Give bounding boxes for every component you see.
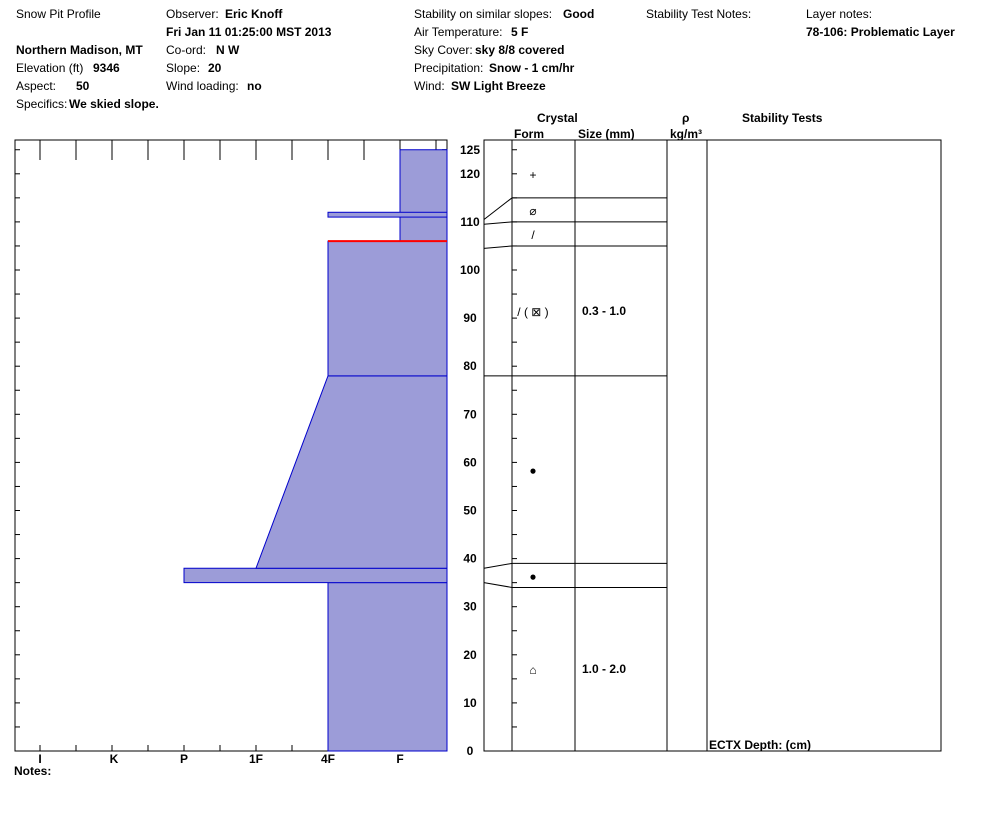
hardness-tick-label: 4F [321,752,335,766]
depth-tick-label: 70 [463,407,477,421]
hardness-profile-plot: I K P 1F 4F F [14,139,448,766]
elevation-label: Elevation (ft) [16,61,84,75]
hardness-layer [327,582,448,752]
depth-tick-label: 125 [460,143,480,157]
crystal-form-symbol: ● [529,464,536,478]
hardness-layer [255,375,448,569]
page-title: Snow Pit Profile [16,7,101,21]
stability-notes-label: Stability Test Notes: [646,7,752,21]
layer-boundary [483,221,667,225]
observer-label: Observer: [166,7,219,21]
precip-label: Precipitation: [414,61,484,75]
layer-boundary [483,562,667,569]
specifics-label: Specifics: [16,97,68,111]
crystal-form-symbol: + [529,168,536,182]
thin-layer [327,211,448,218]
crystal-form-symbol: / [531,228,535,242]
coord-value: N W [216,43,240,57]
hardness-tick-label: I [38,752,41,766]
layer-boundary [483,245,667,249]
hardness-tick-label: F [396,752,403,766]
stability-tests-header: Stability Tests [742,111,823,125]
elevation-value: 9346 [93,61,120,75]
slope-value: 20 [208,61,222,75]
layer-boundary [483,582,667,588]
crystal-form-symbol: ● [529,569,536,583]
location: Northern Madison, MT [16,43,143,57]
datetime: Fri Jan 11 01:25:00 MST 2013 [166,25,332,39]
depth-tick-label: 110 [460,215,480,229]
sky-value: sky 8/8 covered [475,43,565,57]
depth-tick-label: 30 [463,600,477,614]
depth-axis: 0 10 20 30 40 50 60 70 80 90 100 110 120 125 [460,143,480,758]
depth-tick-label: 60 [463,455,477,469]
hardness-tick-label: P [180,752,188,766]
crystal-size-label: 1.0 - 2.0 [582,662,626,676]
sky-label: Sky Cover: [414,43,473,57]
layer-notes-label: Layer notes: [806,7,873,21]
crystal-header: Crystal [537,111,578,125]
depth-tick-label: 90 [463,311,477,325]
hardness-layer [399,149,448,242]
layer-table-frame [483,139,942,752]
hardness-tick-label: K [110,752,119,766]
layer-table: + ⌀ / / ( ⊠ ) 0.3 - 1.0 ● ● ⌂ 1.0 - 2.0 [483,139,942,752]
slope-label: Slope: [166,61,201,75]
stability-label: Stability on similar slopes: [414,7,553,21]
depth-tick-label: 100 [460,263,480,277]
aspect-label: Aspect: [16,79,57,93]
rho-header: ρ [682,111,690,125]
stability-value: Good [563,7,595,21]
coord-label: Co-ord: [166,43,207,57]
specifics-value: We skied slope. [69,97,159,111]
depth-tick-label: 0 [467,744,474,758]
depth-tick-label: 20 [463,648,477,662]
air-temp-label: Air Temperature: [414,25,503,39]
form-header: Form [514,127,544,141]
hardness-layer [183,567,448,584]
layer-boundary [483,197,667,220]
depth-tick-label: 80 [463,359,477,373]
notes-label: Notes: [14,764,52,778]
rho-unit-header: kg/m³ [670,127,703,141]
crystal-size-label: 0.3 - 1.0 [582,304,626,318]
size-header: Size (mm) [578,127,635,141]
precip-value: Snow - 1 cm/hr [489,61,575,75]
depth-tick-label: 120 [460,167,480,181]
wind-loading-label: Wind loading: [166,79,239,93]
air-temp-value: 5 F [511,25,529,39]
wind-label: Wind: [414,79,445,93]
ectx-depth-label: ECTX Depth: (cm) [709,738,811,752]
aspect-value: 50 [76,79,90,93]
crystal-form-symbol: / ( ⊠ ) [517,305,548,319]
observer-value: Eric Knoff [225,7,283,21]
crystal-form-symbol: ⌂ [529,663,536,677]
hardness-tick-label: 1F [249,752,263,766]
layer-notes-value: 78-106: Problematic Layer [806,25,955,39]
hardness-layer [327,240,448,377]
wind-value: SW Light Breeze [451,79,546,93]
depth-tick-label: 10 [463,696,477,710]
crystal-form-symbol: ⌀ [529,204,536,218]
wind-loading-value: no [247,79,262,93]
depth-tick-label: 40 [463,552,477,566]
depth-tick-label: 50 [463,504,477,518]
